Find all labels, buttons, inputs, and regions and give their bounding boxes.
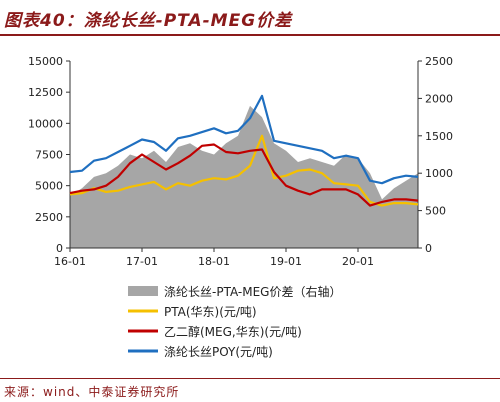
legend-swatch	[128, 286, 158, 296]
line-layer	[69, 94, 419, 207]
right-tick-label: 0	[425, 242, 432, 255]
x-tick-label: 17-01	[126, 255, 158, 268]
title-divider	[0, 34, 500, 36]
pta-line-series	[69, 134, 419, 207]
left-tick-label: 10000	[28, 117, 63, 130]
legend-item-poy: 涤纶长丝POY(元/吨)	[128, 345, 273, 359]
right-tick-label: 2000	[425, 92, 453, 105]
left-tick-label: 7500	[35, 149, 63, 162]
area-layer	[70, 105, 418, 249]
x-tick-label: 18-01	[198, 255, 230, 268]
left-tick-label: 12500	[28, 86, 63, 99]
left-tick-label: 0	[56, 242, 63, 255]
left-tick-label: 5000	[35, 180, 63, 193]
legend-label: PTA(华东)(元/吨)	[164, 305, 257, 319]
source-divider	[0, 378, 500, 379]
x-tick-label: 20-01	[342, 255, 374, 268]
right-tick-label: 1500	[425, 130, 453, 143]
legend-label: 涤纶长丝-PTA-MEG价差（右轴）	[164, 284, 341, 299]
legend-label: 乙二醇(MEG,华东)(元/吨)	[164, 324, 302, 339]
right-tick-label: 1000	[425, 167, 453, 180]
left-tick-label: 2500	[35, 211, 63, 224]
axes-layer: 0 2500 5000 7500 10000 12500 15000 0 500 1000 1500…	[28, 55, 453, 268]
right-tick-label: 500	[425, 205, 446, 218]
legend-item-meg: 乙二醇(MEG,华东)(元/吨)	[128, 324, 302, 339]
right-tick-label: 2500	[425, 55, 453, 68]
x-tick-label: 19-01	[270, 255, 302, 268]
left-tick-label: 15000	[28, 55, 63, 68]
spread-area-series	[70, 105, 418, 249]
legend-item-spread: 涤纶长丝-PTA-MEG价差（右轴）	[128, 284, 341, 299]
meg-line-series	[69, 143, 419, 207]
poy-line-series	[69, 94, 419, 185]
source-note: 来源：wind、中泰证券研究所	[4, 385, 180, 399]
legend: 涤纶长丝-PTA-MEG价差（右轴） PTA(华东)(元/吨) 乙二醇(MEG,华东…	[128, 284, 341, 359]
legend-label: 涤纶长丝POY(元/吨)	[164, 345, 273, 359]
x-tick-label: 16-01	[54, 255, 86, 268]
legend-item-pta: PTA(华东)(元/吨)	[128, 305, 257, 319]
chart-title: 图表40：涤纶长丝-PTA-MEG价差	[4, 11, 293, 31]
